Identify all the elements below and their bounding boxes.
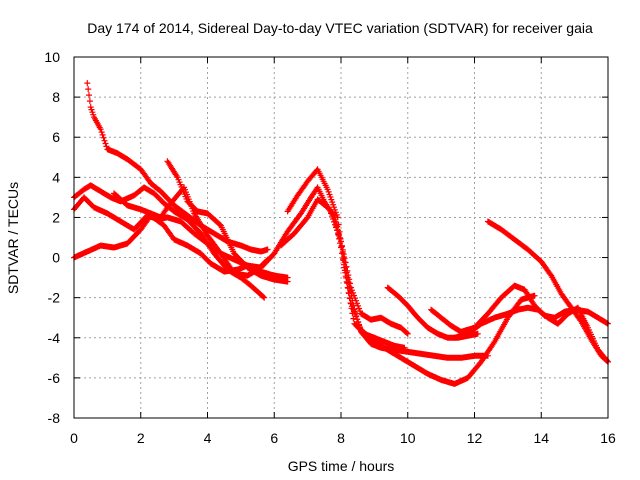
y-tick-label: -4 bbox=[48, 330, 61, 346]
series-track-d bbox=[84, 80, 271, 255]
x-tick-label: 4 bbox=[204, 430, 212, 446]
y-axis-label: SDTVAR / TECUs bbox=[5, 182, 21, 294]
x-tick-label: 8 bbox=[337, 430, 345, 446]
data-point-markers bbox=[484, 218, 611, 365]
data-markers bbox=[71, 80, 611, 387]
grid bbox=[74, 57, 608, 418]
series-track-f bbox=[164, 158, 291, 285]
data-point-markers bbox=[277, 196, 491, 361]
x-tick-label: 14 bbox=[533, 430, 549, 446]
chart-title: Day 174 of 2014, Sidereal Day-to-day VTE… bbox=[87, 20, 593, 36]
y-tick-label: 4 bbox=[52, 169, 60, 185]
y-tick-label: 0 bbox=[52, 250, 60, 266]
y-tick-label: 10 bbox=[44, 49, 60, 65]
data-point-markers bbox=[284, 166, 538, 387]
x-tick-label: 2 bbox=[137, 430, 145, 446]
data-point-markers bbox=[164, 158, 291, 285]
series-track-n bbox=[484, 218, 611, 365]
series-track-h bbox=[277, 196, 491, 361]
data-point-markers bbox=[328, 210, 411, 337]
x-tick-label: 16 bbox=[600, 430, 616, 446]
y-tick-label: 2 bbox=[52, 209, 60, 225]
data-point-markers bbox=[84, 80, 271, 255]
x-tick-label: 12 bbox=[467, 430, 483, 446]
x-axis-label: GPS time / hours bbox=[288, 458, 395, 474]
y-tick-label: 6 bbox=[52, 129, 60, 145]
x-tick-label: 6 bbox=[270, 430, 278, 446]
y-tick-label: -6 bbox=[48, 370, 61, 386]
series-track-i bbox=[284, 166, 538, 387]
series-track-j bbox=[328, 210, 411, 337]
y-tick-label: -2 bbox=[48, 290, 61, 306]
x-tick-label: 0 bbox=[70, 430, 78, 446]
y-tick-label: 8 bbox=[52, 89, 60, 105]
x-tick-label: 10 bbox=[400, 430, 416, 446]
plot-frame bbox=[73, 56, 609, 419]
axis-ticks: 0 2 4 6 8 10 12 14 16 -8 -6 -4 -2 0 2 4 6 8 10 bbox=[44, 49, 616, 446]
y-tick-label: -8 bbox=[48, 410, 61, 426]
